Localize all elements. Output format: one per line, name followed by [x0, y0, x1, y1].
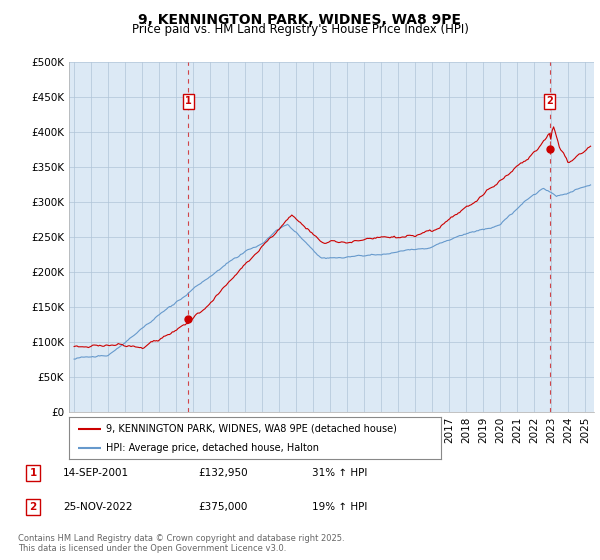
Text: Contains HM Land Registry data © Crown copyright and database right 2025.
This d: Contains HM Land Registry data © Crown c…	[18, 534, 344, 553]
Text: Price paid vs. HM Land Registry's House Price Index (HPI): Price paid vs. HM Land Registry's House …	[131, 22, 469, 36]
Text: 9, KENNINGTON PARK, WIDNES, WA8 9PE: 9, KENNINGTON PARK, WIDNES, WA8 9PE	[139, 13, 461, 27]
Text: 2: 2	[29, 502, 37, 512]
Text: 2: 2	[547, 96, 553, 106]
Text: 9, KENNINGTON PARK, WIDNES, WA8 9PE (detached house): 9, KENNINGTON PARK, WIDNES, WA8 9PE (det…	[106, 424, 397, 434]
Text: HPI: Average price, detached house, Halton: HPI: Average price, detached house, Halt…	[106, 444, 319, 453]
Text: 31% ↑ HPI: 31% ↑ HPI	[312, 468, 367, 478]
Text: £375,000: £375,000	[198, 502, 247, 512]
Text: £132,950: £132,950	[198, 468, 248, 478]
Text: 25-NOV-2022: 25-NOV-2022	[63, 502, 133, 512]
Text: 19% ↑ HPI: 19% ↑ HPI	[312, 502, 367, 512]
Text: 14-SEP-2001: 14-SEP-2001	[63, 468, 129, 478]
Text: 1: 1	[185, 96, 192, 106]
Text: 1: 1	[29, 468, 37, 478]
